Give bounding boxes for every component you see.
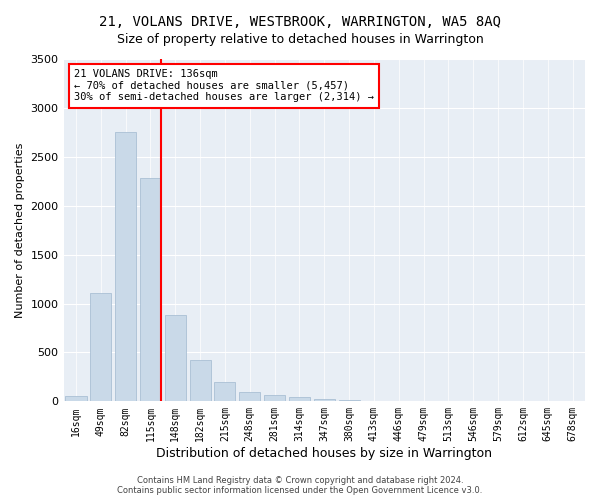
Bar: [214, 382, 235, 402]
Bar: [338, 400, 359, 402]
Bar: [115, 132, 136, 402]
Bar: [264, 396, 285, 402]
Text: Contains HM Land Registry data © Crown copyright and database right 2024.
Contai: Contains HM Land Registry data © Crown c…: [118, 476, 482, 495]
Bar: [65, 396, 86, 402]
X-axis label: Distribution of detached houses by size in Warrington: Distribution of detached houses by size …: [156, 447, 492, 460]
Bar: [239, 392, 260, 402]
Text: 21 VOLANS DRIVE: 136sqm
← 70% of detached houses are smaller (5,457)
30% of semi: 21 VOLANS DRIVE: 136sqm ← 70% of detache…: [74, 70, 374, 102]
Text: Size of property relative to detached houses in Warrington: Size of property relative to detached ho…: [116, 32, 484, 46]
Bar: [165, 316, 186, 402]
Bar: [314, 400, 335, 402]
Bar: [90, 293, 112, 402]
Bar: [190, 360, 211, 402]
Bar: [140, 178, 161, 402]
Text: 21, VOLANS DRIVE, WESTBROOK, WARRINGTON, WA5 8AQ: 21, VOLANS DRIVE, WESTBROOK, WARRINGTON,…: [99, 15, 501, 29]
Y-axis label: Number of detached properties: Number of detached properties: [15, 142, 25, 318]
Bar: [364, 400, 385, 402]
Bar: [289, 398, 310, 402]
